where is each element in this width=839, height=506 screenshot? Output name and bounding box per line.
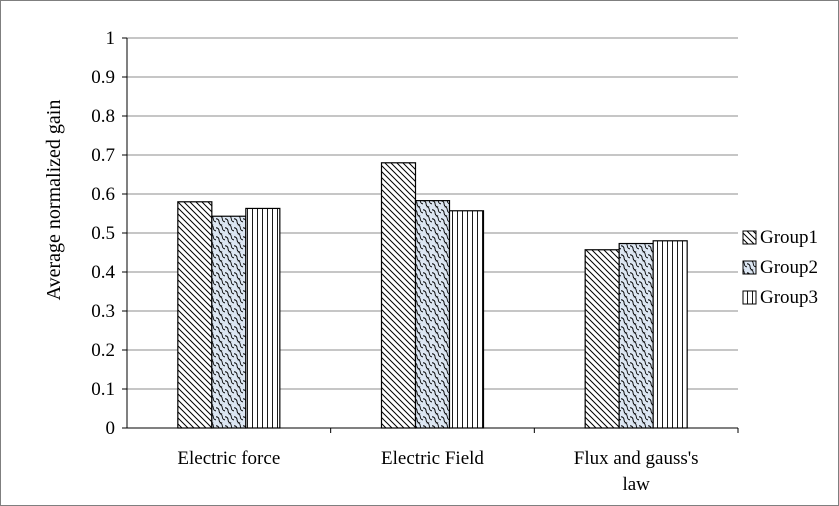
y-tick-label: 0.4 — [91, 262, 115, 283]
x-category-label: Flux and gauss's — [574, 448, 699, 469]
y-tick-label: 0.6 — [91, 184, 115, 205]
y-tick-label: 0.9 — [91, 67, 115, 88]
legend: Group1 Group2 Group3 — [742, 227, 818, 308]
legend-label-group2: Group2 — [760, 257, 818, 278]
y-axis-title: Average normalized gain — [43, 100, 65, 301]
axes: 0 0.1 0.2 0.3 0.4 0.5 0.6 0.7 0.8 0.9 1 Electric fo… — [91, 28, 739, 495]
bar-group2-2 — [414, 200, 451, 429]
legend-label-group1: Group1 — [760, 227, 818, 248]
bar-group1-1 — [177, 201, 213, 429]
y-tick-label: 0 — [106, 418, 116, 439]
bar-group3-2 — [448, 210, 485, 429]
legend-swatch-group3 — [742, 290, 757, 305]
bar-group2-1 — [211, 215, 247, 429]
legend-label-group3: Group3 — [760, 287, 818, 308]
bar-group1-2 — [380, 162, 417, 429]
y-tick-label: 0.3 — [91, 301, 115, 322]
bar-group3-1 — [245, 207, 281, 429]
legend-swatch-group2 — [742, 260, 757, 275]
x-category-label: Electric force — [177, 448, 280, 469]
bar-group1-3 — [584, 249, 620, 429]
y-tick-label: 0.5 — [91, 223, 115, 244]
x-category-label: Electric Field — [381, 448, 484, 469]
y-tick-label: 0.1 — [91, 379, 115, 400]
x-category-label: law — [622, 474, 650, 495]
bar-group3-3 — [652, 240, 688, 429]
y-tick-label: 1 — [106, 28, 116, 49]
legend-swatch-group1 — [742, 230, 757, 245]
y-tick-label: 0.7 — [91, 145, 115, 166]
y-tick-label: 0.2 — [91, 340, 115, 361]
y-tick-label: 0.8 — [91, 106, 115, 127]
bar-group2-3 — [618, 242, 654, 429]
